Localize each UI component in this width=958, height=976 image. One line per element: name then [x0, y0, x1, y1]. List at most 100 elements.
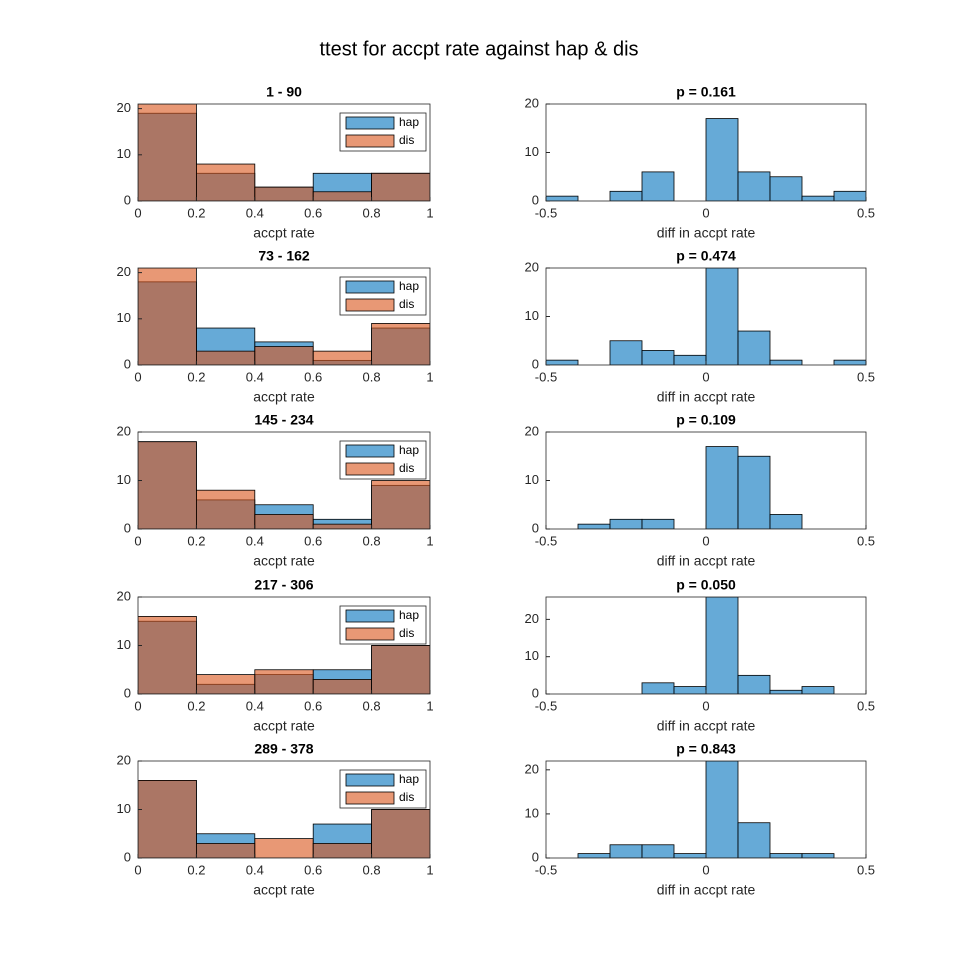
bar	[769, 689, 803, 694]
legend-label: hap	[399, 772, 419, 786]
y-tick-label: 10	[525, 648, 539, 663]
bar	[577, 523, 611, 529]
subplot: 0 10 20 0 0.2 0.4 0.6 0.8 1 1 - 90 accpt rate hap di…	[117, 84, 434, 241]
bar	[195, 843, 256, 858]
x-axis-label: diff in accpt rate	[657, 225, 756, 241]
x-tick-label: 0.8	[363, 533, 381, 548]
bar	[705, 268, 739, 365]
x-tick-label: 0.2	[187, 369, 205, 384]
x-tick-label: 0.4	[246, 533, 264, 548]
y-tick-label: 0	[532, 520, 539, 535]
x-axis-label: accpt rate	[253, 225, 315, 241]
legend: hap dis	[339, 276, 427, 316]
bar	[195, 163, 256, 201]
x-tick-label: -0.5	[535, 533, 557, 548]
bar	[673, 853, 707, 858]
bar	[641, 844, 675, 858]
x-axis-label: accpt rate	[253, 718, 315, 734]
y-tick-label: 10	[525, 308, 539, 323]
y-tick-label: 10	[117, 146, 131, 161]
y-tick-label: 10	[117, 801, 131, 816]
x-tick-label: 0	[702, 533, 709, 548]
bar	[254, 514, 314, 529]
x-tick-label: 0.6	[304, 205, 322, 220]
bars	[138, 441, 430, 529]
legend-label: dis	[399, 790, 414, 804]
x-tick-label: 0.4	[246, 862, 264, 877]
legend: hap dis	[339, 112, 427, 152]
legend-swatch	[345, 280, 395, 294]
bar	[195, 350, 256, 365]
x-axis-label: diff in accpt rate	[657, 553, 756, 569]
y-tick-label: 20	[117, 264, 131, 279]
y-tick-label: 0	[532, 685, 539, 700]
y-tick-label: 20	[525, 611, 539, 626]
y-tick-label: 10	[117, 472, 131, 487]
y-tick-label: 0	[532, 356, 539, 371]
bars	[641, 597, 835, 694]
bar	[254, 346, 314, 365]
bar	[371, 323, 430, 365]
x-axis-label: diff in accpt rate	[657, 389, 756, 405]
bar	[577, 853, 611, 858]
bar	[312, 843, 373, 858]
legend-label: hap	[399, 279, 419, 293]
x-axis-label: accpt rate	[253, 882, 315, 898]
y-tick-label: 10	[525, 144, 539, 159]
bar	[705, 597, 739, 694]
bar	[254, 838, 314, 858]
y-tick-label: 10	[525, 805, 539, 820]
bar	[609, 190, 643, 201]
x-tick-label: 0	[134, 369, 141, 384]
legend-swatch	[345, 773, 395, 787]
bar	[371, 480, 430, 529]
legend-label: dis	[399, 133, 414, 147]
bars	[546, 268, 866, 365]
legend: hap dis	[339, 440, 427, 480]
x-tick-label: 0.4	[246, 698, 264, 713]
y-tick-label: 20	[525, 423, 539, 438]
bar	[705, 761, 739, 858]
subplot: 0 10 20 0 0.2 0.4 0.6 0.8 1 289 - 378 accpt rate ha…	[117, 741, 434, 898]
bar	[195, 674, 256, 694]
x-tick-label: 0.6	[304, 533, 322, 548]
x-tick-label: 0.6	[304, 698, 322, 713]
legend-swatch	[345, 298, 395, 312]
bars	[577, 446, 803, 529]
bar	[833, 359, 866, 365]
x-tick-label: 0	[134, 533, 141, 548]
x-tick-label: 0	[702, 205, 709, 220]
bar	[769, 853, 803, 858]
x-tick-label: -0.5	[535, 698, 557, 713]
subplot-title: 73 - 162	[258, 248, 310, 264]
bar	[737, 330, 771, 365]
x-tick-label: 1	[426, 862, 433, 877]
subplot-title: p = 0.843	[676, 741, 736, 757]
bar	[254, 186, 314, 201]
x-tick-label: 0.4	[246, 369, 264, 384]
bar	[371, 172, 430, 201]
y-tick-label: 20	[525, 761, 539, 776]
legend-label: hap	[399, 608, 419, 622]
bars	[138, 268, 430, 365]
bar	[312, 350, 373, 365]
bar	[737, 171, 771, 201]
bars	[546, 118, 866, 201]
bar	[546, 359, 579, 365]
legend: hap dis	[339, 769, 427, 809]
x-tick-label: 0.2	[187, 698, 205, 713]
bars	[138, 616, 430, 694]
y-tick-label: 20	[525, 259, 539, 274]
y-tick-label: 20	[525, 95, 539, 110]
legend-swatch	[345, 609, 395, 623]
bar	[312, 679, 373, 694]
x-tick-label: 0.5	[857, 205, 875, 220]
bar	[705, 118, 739, 201]
bar	[737, 455, 771, 529]
x-axis-label: accpt rate	[253, 553, 315, 569]
x-tick-label: -0.5	[535, 205, 557, 220]
subplot-title: 1 - 90	[266, 84, 302, 100]
